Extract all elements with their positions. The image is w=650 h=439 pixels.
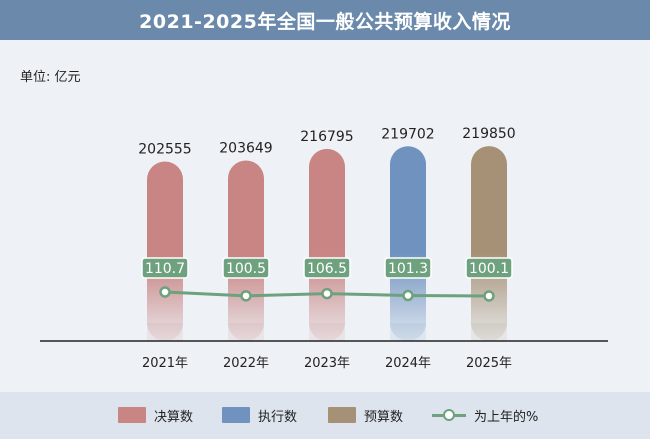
pct-value-label: 100.5 <box>226 261 266 277</box>
bar-value-label: 202555 <box>138 141 191 157</box>
legend-final-label: 决算数 <box>154 409 194 425</box>
bar-2024年 <box>390 146 426 341</box>
bar-base-2023年 <box>309 323 345 341</box>
bar-2023年 <box>309 148 345 341</box>
legend-line-label: 为上年的% <box>474 409 539 425</box>
pct-point <box>402 289 414 302</box>
pct-value-label: 101.3 <box>388 261 428 277</box>
pct-badge <box>384 257 432 279</box>
bar-value-label: 219850 <box>462 126 515 142</box>
bar-2021年 <box>147 161 183 341</box>
category-label: 2025年 <box>466 356 512 371</box>
bar-value-label: 203649 <box>219 140 272 156</box>
pct-point <box>483 290 495 302</box>
pct-point <box>240 290 252 302</box>
legend-final: 决算数 <box>118 406 194 425</box>
legend-execution-label: 执行数 <box>258 409 298 425</box>
bar-value-label: 219702 <box>381 126 434 142</box>
bar-base-2025年 <box>471 323 507 341</box>
revenue-chart: 202555 203649 216795 219702 219850 110.7 100.… <box>40 126 608 371</box>
bar-base-2022年 <box>228 323 264 341</box>
bar-2025年 <box>471 146 507 341</box>
bar-value-label: 216795 <box>300 129 353 145</box>
bar-base-2021年 <box>147 323 183 341</box>
legend-execution-swatch <box>222 407 250 423</box>
legend-execution: 执行数 <box>222 406 298 425</box>
pct-badge <box>465 257 513 279</box>
pct-badge <box>303 257 351 279</box>
category-label: 2023年 <box>304 356 350 371</box>
legend-budget-label: 预算数 <box>364 409 404 425</box>
legend-budget: 预算数 <box>328 406 404 425</box>
category-label: 2022年 <box>223 356 269 371</box>
chart-title: 2021-2025年全国一般公共预算收入情况 <box>0 0 650 40</box>
legend-final-swatch <box>118 407 146 423</box>
pct-point <box>321 287 333 300</box>
legend-line: 为上年的% <box>432 406 539 425</box>
pct-badge <box>141 257 189 279</box>
pct-badge <box>222 257 270 279</box>
bar-2022年 <box>228 160 264 341</box>
bar-base-2024年 <box>390 323 426 341</box>
pct-value-label: 110.7 <box>145 261 185 277</box>
pct-value-label: 106.5 <box>307 261 347 277</box>
unit-label: 单位: 亿元 <box>20 70 81 85</box>
legend-budget-swatch <box>328 407 356 423</box>
category-label: 2024年 <box>385 356 431 371</box>
pct-value-label: 100.1 <box>469 261 509 277</box>
category-label: 2021年 <box>142 356 188 371</box>
legend-line-swatch <box>432 407 466 423</box>
pct-point <box>159 286 171 298</box>
legend: 决算数 执行数 预算数 为上年的% <box>0 392 650 439</box>
